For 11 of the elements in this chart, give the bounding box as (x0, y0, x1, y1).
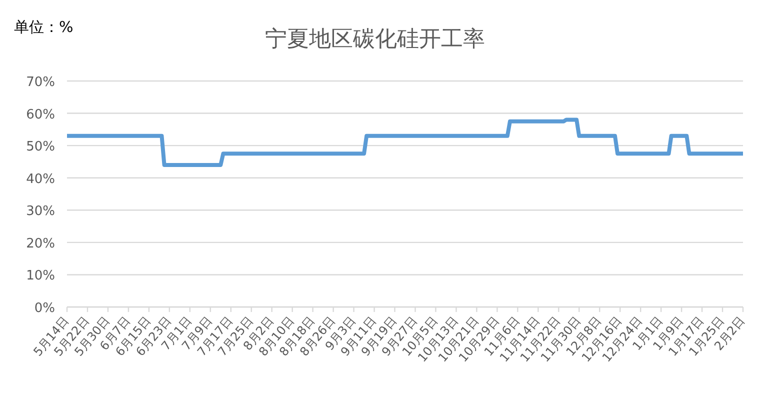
y-tick-label: 40% (26, 172, 55, 187)
y-tick-label: 20% (26, 236, 55, 252)
y-tick-label: 70% (26, 75, 55, 90)
text: 单位：% (14, 18, 74, 36)
y-tick-label: 60% (26, 107, 55, 122)
line-series (65, 118, 745, 167)
chart-title: 宁夏地区碳化硅开工率 (265, 27, 485, 52)
y-tick-label: 50% (26, 140, 55, 155)
y-tick-label: 30% (26, 204, 55, 220)
y-tick-label: 0% (34, 301, 55, 316)
y-tick-label: 10% (26, 268, 55, 284)
